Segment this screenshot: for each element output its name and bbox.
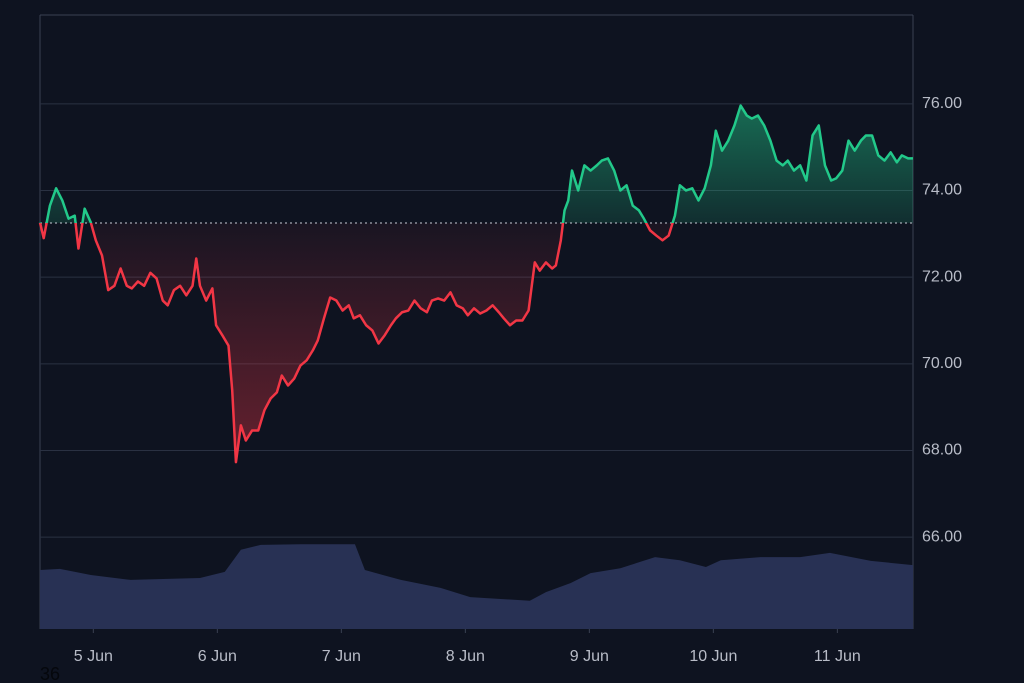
y-tick-label: 66.00 [922, 528, 962, 545]
volume-area [40, 544, 913, 629]
annotation: 36 [40, 664, 60, 683]
baseline-fill [40, 105, 913, 463]
x-tick-label: 5 Jun [74, 648, 113, 665]
x-tick-label: 10 Jun [689, 648, 737, 665]
x-tick-label: 6 Jun [198, 648, 237, 665]
y-tick-label: 76.00 [922, 95, 962, 112]
y-tick-label: 74.00 [922, 182, 962, 199]
price-line [38, 104, 913, 464]
x-tick-label: 7 Jun [322, 648, 361, 665]
y-tick-label: 72.00 [922, 268, 962, 285]
x-tick-label: 11 Jun [814, 648, 861, 665]
y-tick-label: 70.00 [922, 355, 962, 372]
y-tick-label: 68.00 [922, 442, 962, 459]
x-tick-label: 9 Jun [570, 648, 609, 665]
x-tick-label: 8 Jun [446, 648, 485, 665]
